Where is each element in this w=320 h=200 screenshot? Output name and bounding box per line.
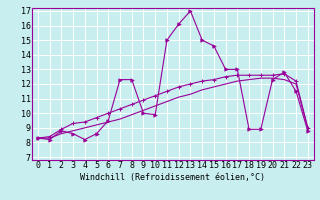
X-axis label: Windchill (Refroidissement éolien,°C): Windchill (Refroidissement éolien,°C) (80, 173, 265, 182)
